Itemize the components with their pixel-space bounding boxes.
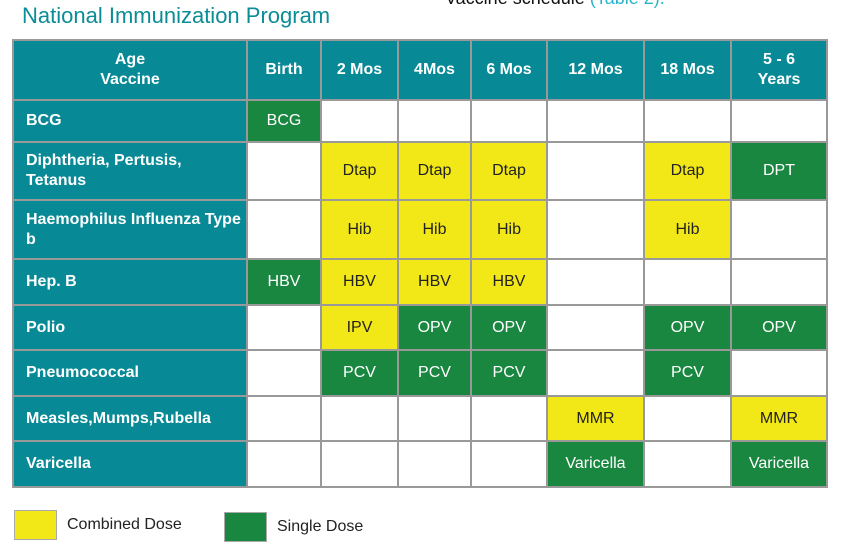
immunization-schedule-table: Age Vaccine Birth 2 Mos 4Mos 6 Mos 12 Mos 18 M… (12, 39, 828, 488)
partial-heading-text: Vaccine schedule (445, 0, 590, 8)
schedule-cell: HBV (397, 258, 472, 306)
vaccine-name: Measles,Mumps,Rubella (12, 395, 248, 442)
vaccine-name: Hep. B (12, 258, 248, 306)
schedule-cell (643, 258, 732, 306)
schedule-cell (546, 304, 645, 351)
vaccine-name: Pneumococcal (12, 349, 248, 397)
schedule-cell (246, 440, 322, 488)
schedule-cell (730, 199, 828, 260)
schedule-cell (470, 99, 548, 143)
table-row: Pneumococcal PCV PCV PCV PCV (12, 349, 828, 397)
column-header: 5 - 6 Years (730, 39, 828, 101)
schedule-cell (320, 395, 399, 442)
schedule-cell: HBV (246, 258, 322, 306)
schedule-cell (730, 349, 828, 397)
schedule-cell (246, 141, 322, 201)
schedule-cell: PCV (643, 349, 732, 397)
page-title: National Immunization Program (22, 3, 331, 28)
vaccine-name: BCG (12, 99, 248, 143)
schedule-cell (546, 349, 645, 397)
schedule-cell: Hib (643, 199, 732, 260)
schedule-cell: HBV (470, 258, 548, 306)
legend-combined: Combined Dose (14, 510, 182, 540)
table-row: Hep. B HBV HBV HBV HBV (12, 258, 828, 306)
schedule-cell: OPV (730, 304, 828, 351)
schedule-cell (470, 395, 548, 442)
column-header: 6 Mos (470, 39, 548, 101)
column-header: 18 Mos (643, 39, 732, 101)
schedule-cell: Hib (397, 199, 472, 260)
corner-header: Age Vaccine (12, 39, 248, 101)
schedule-cell (246, 395, 322, 442)
schedule-cell: MMR (546, 395, 645, 442)
schedule-cell (730, 258, 828, 306)
table-row: Haemophilus Influenza Type b Hib Hib Hib Hib (12, 199, 828, 260)
schedule-cell: OPV (397, 304, 472, 351)
header-row: Age Vaccine Birth 2 Mos 4Mos 6 Mos 12 Mos 18 M… (12, 39, 828, 101)
schedule-cell (470, 440, 548, 488)
schedule-cell: Dtap (397, 141, 472, 201)
schedule-cell: PCV (470, 349, 548, 397)
schedule-cell: PCV (320, 349, 399, 397)
schedule-cell: PCV (397, 349, 472, 397)
vaccine-name: Haemophilus Influenza Type b (12, 199, 248, 260)
column-header: 4Mos (397, 39, 472, 101)
schedule-cell (643, 99, 732, 143)
schedule-cell: HBV (320, 258, 399, 306)
vaccine-name: Varicella (12, 440, 248, 488)
schedule-cell (643, 395, 732, 442)
column-header: Birth (246, 39, 322, 101)
age-label: Age (114, 51, 146, 68)
schedule-cell: BCG (246, 99, 322, 143)
table-row: Measles,Mumps,Rubella MMR MMR (12, 395, 828, 442)
legend-label: Combined Dose (67, 516, 182, 533)
schedule-cell (246, 349, 322, 397)
schedule-cell: OPV (470, 304, 548, 351)
schedule-cell: MMR (730, 395, 828, 442)
column-header: 2 Mos (320, 39, 399, 101)
vaccine-name: Polio (12, 304, 248, 351)
combined-swatch (14, 510, 57, 540)
schedule-cell (643, 440, 732, 488)
schedule-cell (246, 199, 322, 260)
schedule-cell (320, 440, 399, 488)
schedule-cell (546, 258, 645, 306)
column-header-label: 5 - 6 Years (757, 51, 801, 88)
schedule-cell (546, 199, 645, 260)
schedule-cell: Dtap (643, 141, 732, 201)
schedule-cell (730, 99, 828, 143)
table-row: Polio IPV OPV OPV OPV OPV (12, 304, 828, 351)
column-header: 12 Mos (546, 39, 645, 101)
schedule-cell: Dtap (470, 141, 548, 201)
partial-heading: Vaccine schedule (Table 2). (445, 0, 665, 9)
schedule-cell: DPT (730, 141, 828, 201)
schedule-cell: IPV (320, 304, 399, 351)
vaccine-name: Diphtheria, Pertusis, Tetanus (12, 141, 248, 201)
legend-single: Single Dose (224, 512, 363, 542)
table-row: Varicella Varicella Varicella (12, 440, 828, 488)
schedule-cell (546, 141, 645, 201)
vaccine-label: Vaccine (100, 71, 160, 88)
single-swatch (224, 512, 267, 542)
schedule-cell: Dtap (320, 141, 399, 201)
schedule-cell (397, 440, 472, 488)
schedule-cell (397, 395, 472, 442)
table-row: Diphtheria, Pertusis, Tetanus Dtap Dtap Dta… (12, 141, 828, 201)
table-row: BCG BCG (12, 99, 828, 143)
schedule-cell (397, 99, 472, 143)
schedule-cell: OPV (643, 304, 732, 351)
table-reference-link[interactable]: (Table 2). (590, 0, 665, 8)
legend-label: Single Dose (277, 518, 364, 535)
schedule-cell: Varicella (730, 440, 828, 488)
schedule-cell (320, 99, 399, 143)
schedule-cell (246, 304, 322, 351)
schedule-cell: Hib (470, 199, 548, 260)
schedule-cell: Varicella (546, 440, 645, 488)
schedule-cell: Hib (320, 199, 399, 260)
schedule-cell (546, 99, 645, 143)
